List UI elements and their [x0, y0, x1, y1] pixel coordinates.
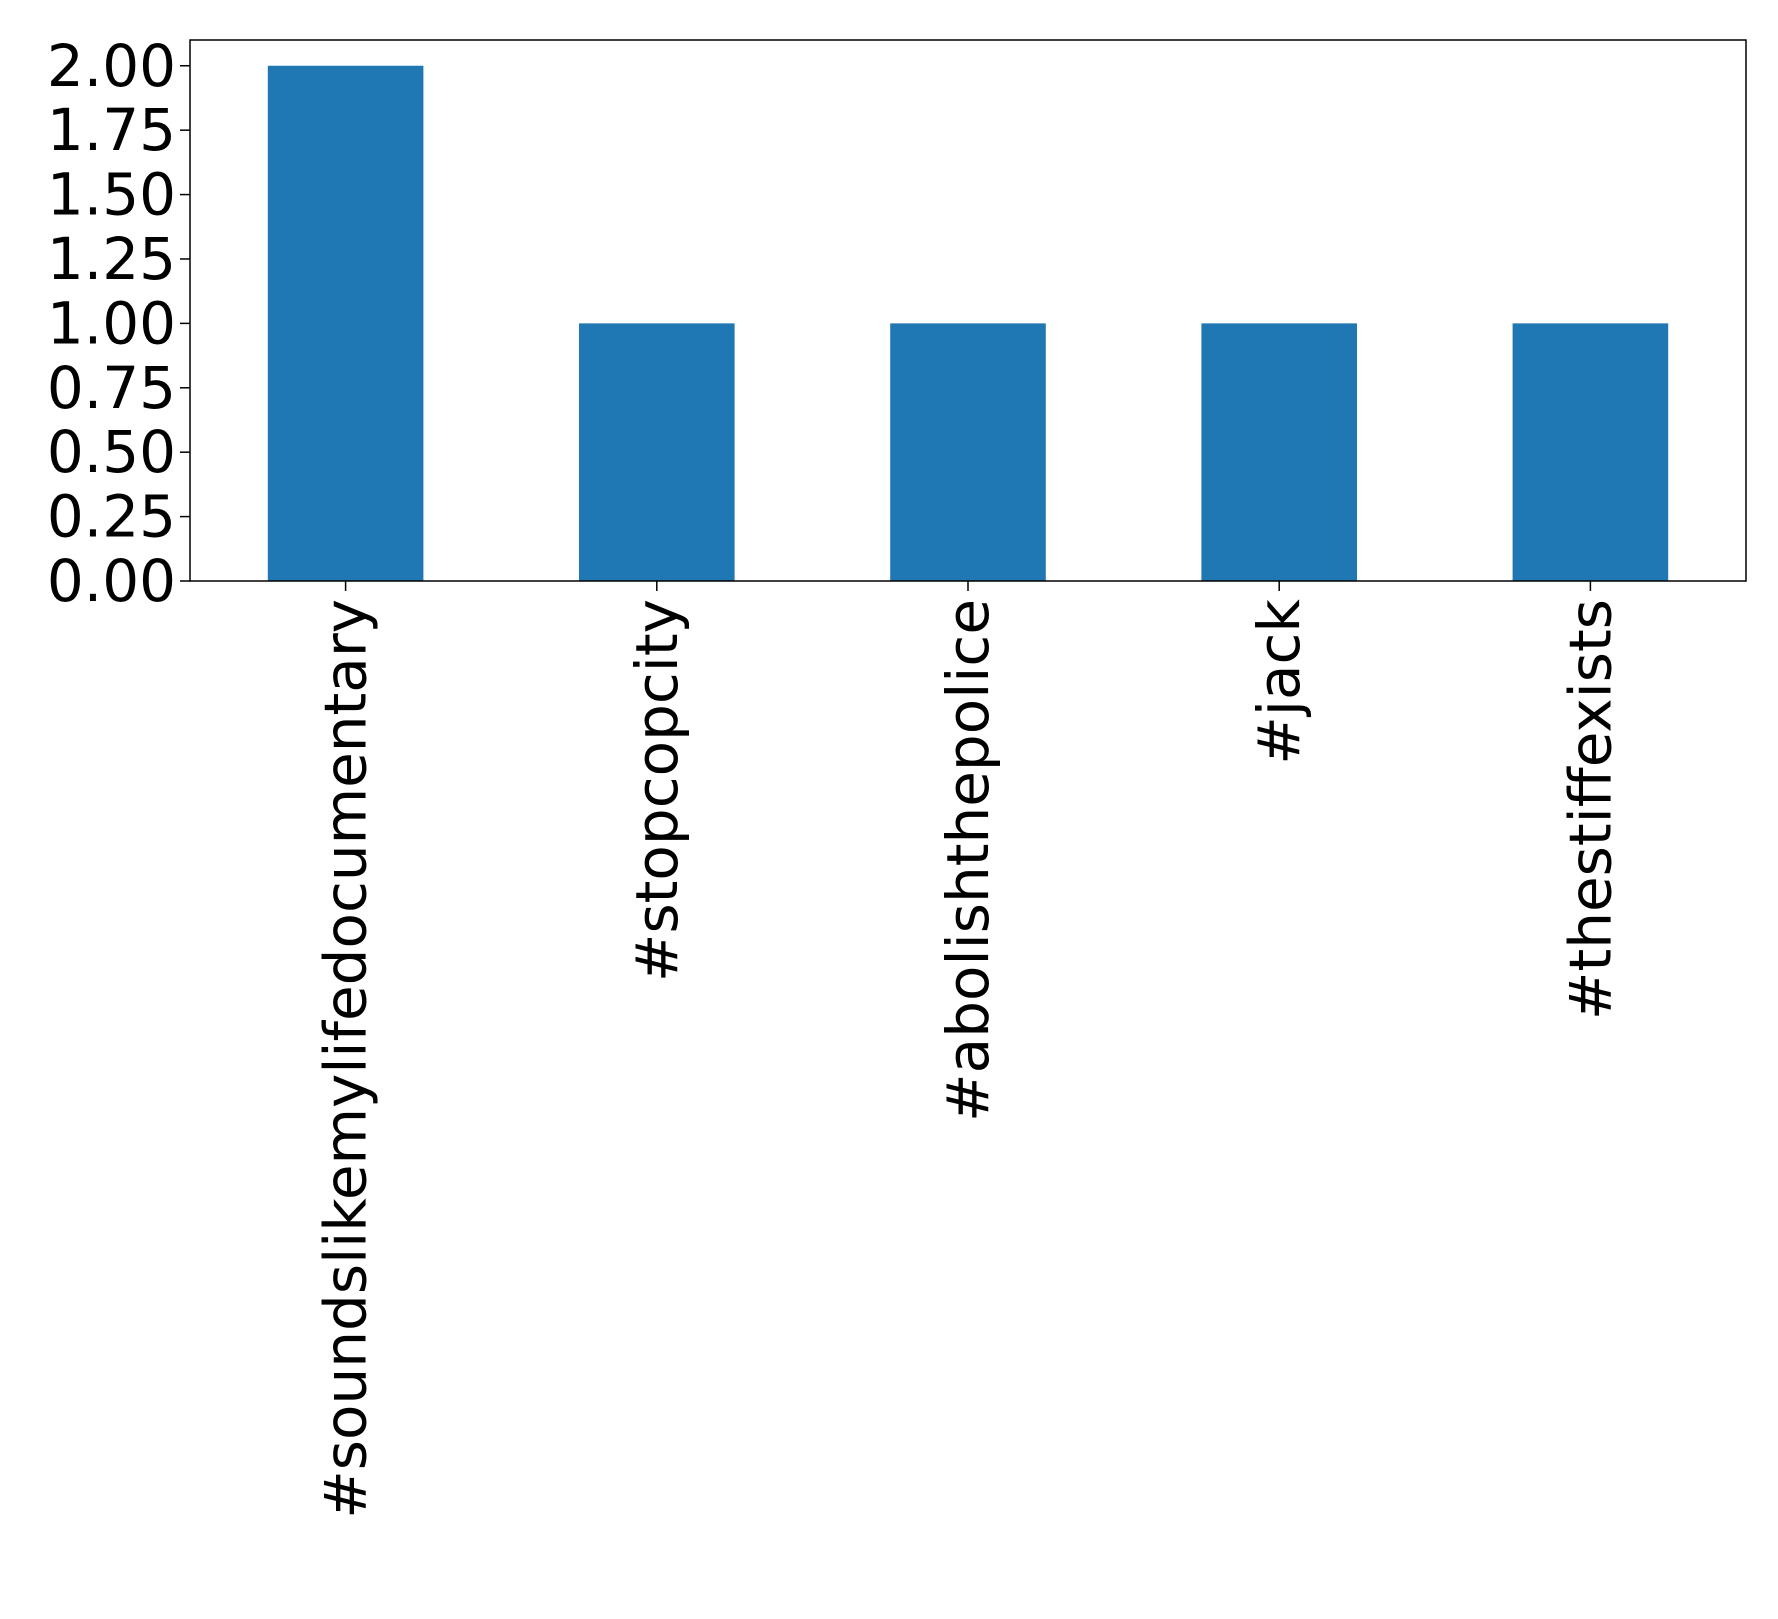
- plot-frame: [189, 39, 1747, 582]
- x-tick-label: #soundslikemylifedocumentary: [312, 599, 380, 1519]
- y-tick-label: 0.25: [47, 483, 176, 551]
- bars-group: [267, 65, 1669, 581]
- bar-stopcopcity: [579, 323, 735, 581]
- bar-jack: [1201, 323, 1357, 581]
- x-tick-label: #thestiffexists: [1556, 599, 1624, 1020]
- y-tick-label: 0.00: [47, 547, 176, 615]
- y-tick-label: 1.25: [47, 225, 176, 293]
- bar-abolishthepolice: [890, 323, 1046, 581]
- y-tick-label: 1.75: [47, 96, 176, 164]
- x-tick-label: #jack: [1245, 599, 1313, 765]
- x-tick-label: #stopcopcity: [623, 599, 691, 982]
- y-tick-label: 0.50: [47, 418, 176, 486]
- x-tick-label: #abolishthepolice: [934, 599, 1002, 1122]
- bar-thestiffexists: [1512, 323, 1669, 581]
- y-tick-label: 2.00: [47, 32, 176, 100]
- y-axis: 0.000.250.500.751.001.251.501.752.00: [47, 32, 190, 615]
- bar-soundslikemylifedocumentary: [267, 65, 424, 581]
- y-tick-label: 1.50: [47, 161, 176, 229]
- x-axis: #soundslikemylifedocumentary #stopcopcity…: [312, 581, 1624, 1519]
- y-tick-label: 0.75: [47, 354, 176, 422]
- y-tick-label: 1.00: [47, 289, 176, 357]
